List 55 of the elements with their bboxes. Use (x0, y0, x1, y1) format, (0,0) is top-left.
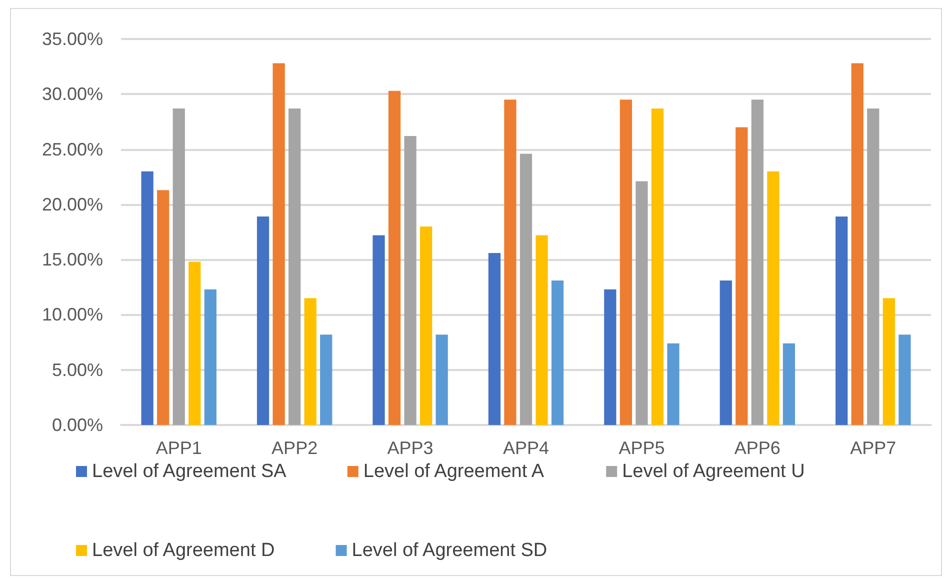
bar (636, 181, 648, 425)
y-tick-label: 30.00% (42, 84, 103, 104)
y-tick-label: 5.00% (52, 360, 103, 380)
bar (867, 108, 880, 425)
legend-label: Level of Agreement A (363, 461, 544, 482)
y-tick-label: 25.00% (42, 139, 103, 160)
y-tick-label: 20.00% (42, 194, 103, 214)
bar (372, 235, 385, 425)
bar (141, 171, 154, 425)
bar (782, 343, 796, 425)
bar (667, 343, 680, 425)
legend-label: Level of Agreement SA (92, 461, 287, 482)
bar (620, 100, 632, 425)
bar (157, 190, 170, 425)
x-tick-label: APP7 (850, 438, 896, 458)
bar (751, 100, 764, 425)
bar (520, 154, 532, 425)
y-tick-label: 0.00% (52, 415, 103, 435)
bar (551, 280, 564, 425)
bar (736, 127, 748, 425)
y-tick-label: 15.00% (42, 250, 103, 270)
bar (882, 298, 895, 425)
legend-label: Level of Agreement U (622, 461, 805, 482)
x-tick-label: APP2 (272, 438, 318, 458)
bar (536, 235, 548, 425)
bar (172, 108, 185, 425)
bar (272, 63, 285, 425)
bar (256, 216, 270, 425)
x-tick-label: APP6 (734, 438, 780, 458)
bar (304, 298, 316, 425)
x-tick-label: APP1 (156, 438, 202, 458)
x-tick-label: APP5 (618, 438, 665, 458)
bar (388, 90, 401, 425)
bar (420, 226, 432, 425)
legend-label: Level of Agreement D (92, 540, 275, 561)
x-tick-label: APP3 (387, 438, 434, 458)
bar (504, 100, 516, 425)
bar (720, 280, 732, 425)
bar (204, 289, 216, 425)
y-tick-label: 35.00% (42, 29, 103, 49)
bar (651, 108, 664, 425)
bar (851, 63, 864, 425)
legend-label: Level of Agreement SD (352, 540, 548, 561)
bar (188, 262, 201, 425)
y-tick-label: 10.00% (42, 304, 103, 325)
bar (836, 216, 848, 425)
bar (288, 108, 301, 425)
bar (320, 334, 332, 425)
bar (404, 136, 416, 425)
bar (767, 171, 780, 425)
bar (436, 334, 448, 425)
x-tick-label: APP4 (502, 438, 550, 458)
bar (488, 252, 501, 425)
bar (898, 334, 911, 425)
bar (604, 289, 616, 425)
